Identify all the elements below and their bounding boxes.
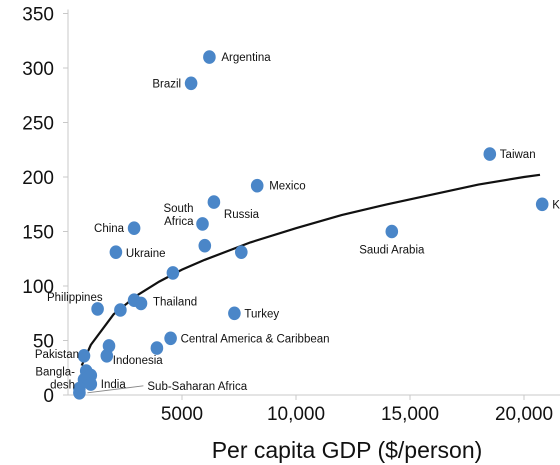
data-point-argentina — [203, 50, 216, 64]
leader-lines — [87, 385, 144, 394]
point-label-saudi-arabia: Saudi Arabia — [359, 245, 425, 257]
data-point-ukraine — [109, 245, 123, 259]
y-tick-label: 0 — [43, 386, 54, 407]
data-point — [150, 341, 164, 355]
data-point-taiwan — [483, 147, 497, 161]
data-point — [114, 303, 127, 317]
data-points — [73, 50, 549, 400]
point-label-ukraine: Ukraine — [126, 248, 166, 260]
data-point-china — [127, 221, 141, 235]
data-point-brazil — [184, 76, 198, 91]
point-label-pakistan: Pakistan — [35, 349, 79, 361]
point-label-korea: Korea — [552, 199, 560, 211]
point-label-central-america-caribbean: Central America & Caribbean — [181, 333, 330, 345]
point-label-turkey: Turkey — [244, 308, 279, 320]
point-label-mexico: Mexico — [269, 181, 305, 193]
y-tick-label: 250 — [22, 114, 54, 135]
data-point-india — [84, 377, 98, 391]
point-label-taiwan: Taiwan — [500, 149, 536, 161]
y-tick-label: 100 — [22, 277, 54, 298]
data-point — [198, 238, 212, 253]
x-tick-label: 5000 — [161, 404, 203, 425]
point-label-russia: Russia — [224, 209, 260, 221]
x-tick-label: 15,000 — [381, 404, 439, 425]
data-point-korea — [535, 197, 549, 212]
point-label-bangla-desh: Bangla-desh — [35, 367, 75, 392]
data-point-south-africa — [196, 217, 209, 231]
point-label-india: India — [101, 379, 127, 391]
point-label-south-africa: South Africa — [163, 203, 194, 228]
data-point-philippines — [91, 302, 104, 316]
point-label-thailand: Thailand — [153, 296, 197, 308]
leader-line — [87, 385, 144, 394]
data-point-turkey — [228, 306, 241, 321]
x-axis-title: Per capita GDP ($/person) — [212, 437, 483, 463]
y-tick-label: 350 — [22, 5, 54, 26]
x-tick-label: 10,000 — [267, 404, 325, 425]
data-point — [166, 266, 180, 280]
data-point-saudi-arabia — [385, 224, 399, 239]
point-label-argentina: Argentina — [221, 52, 271, 64]
y-tick-label: 150 — [22, 223, 54, 244]
point-label-brazil: Brazil — [152, 78, 181, 90]
axes: 0 50 100 150 200 250 300 350 5000 10,000 15,000 20,… — [22, 5, 560, 425]
data-point-mexico — [250, 178, 264, 193]
data-point-central-america-caribbean — [164, 331, 177, 346]
data-point-indonesia — [100, 349, 114, 363]
data-point — [127, 293, 141, 308]
y-tick-label: 300 — [22, 59, 54, 80]
data-point-russia — [207, 195, 221, 209]
y-tick-label: 50 — [33, 332, 54, 353]
point-labels: Argentina Brazil Taiwan Korea Mexico Russia So… — [35, 52, 560, 393]
point-label-sub-saharan-africa: Sub-Saharan Africa — [147, 381, 247, 393]
point-label-indonesia: Indonesia — [113, 355, 163, 367]
y-tick-label: 200 — [22, 168, 54, 189]
data-point — [235, 245, 248, 259]
point-label-philippines: Philippines — [47, 292, 103, 304]
point-label-china: China — [94, 223, 125, 235]
data-point-sub-saharan-africa — [73, 386, 86, 400]
data-point-pakistan — [77, 349, 91, 363]
x-tick-label: 20,000 — [495, 404, 553, 425]
